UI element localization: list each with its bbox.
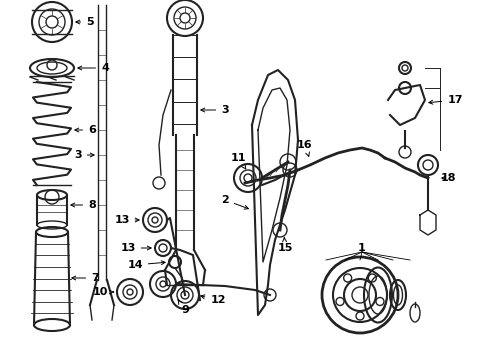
Text: 1: 1 — [358, 243, 366, 253]
Text: 17: 17 — [429, 95, 463, 105]
Text: 5: 5 — [76, 17, 94, 27]
Text: 13: 13 — [114, 215, 139, 225]
Text: 13: 13 — [121, 243, 151, 253]
Text: 3: 3 — [201, 105, 229, 115]
Text: 3: 3 — [74, 150, 94, 160]
Text: 11: 11 — [230, 153, 246, 169]
Text: 7: 7 — [72, 273, 99, 283]
Text: 12: 12 — [201, 295, 226, 305]
Text: 8: 8 — [71, 200, 96, 210]
Text: 15: 15 — [277, 237, 293, 253]
Text: 16: 16 — [297, 140, 313, 156]
Text: 14: 14 — [127, 260, 165, 270]
Text: 10: 10 — [92, 287, 114, 297]
Text: 4: 4 — [78, 63, 109, 73]
Text: 2: 2 — [221, 195, 248, 209]
Text: 18: 18 — [440, 173, 456, 183]
Text: 6: 6 — [75, 125, 96, 135]
Text: 9: 9 — [178, 300, 189, 315]
